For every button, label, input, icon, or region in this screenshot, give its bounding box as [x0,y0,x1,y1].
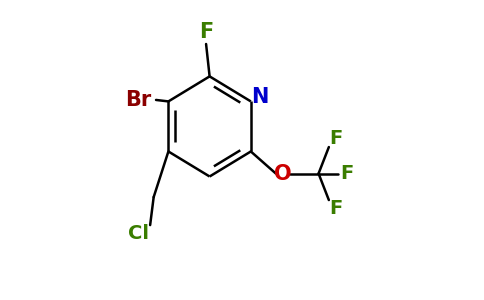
Text: F: F [340,164,353,183]
Text: O: O [274,164,292,184]
Text: N: N [251,87,268,107]
Text: F: F [330,129,343,148]
Text: Cl: Cl [128,224,149,243]
Text: F: F [199,22,213,42]
Text: Br: Br [125,90,151,110]
Text: F: F [330,200,343,218]
